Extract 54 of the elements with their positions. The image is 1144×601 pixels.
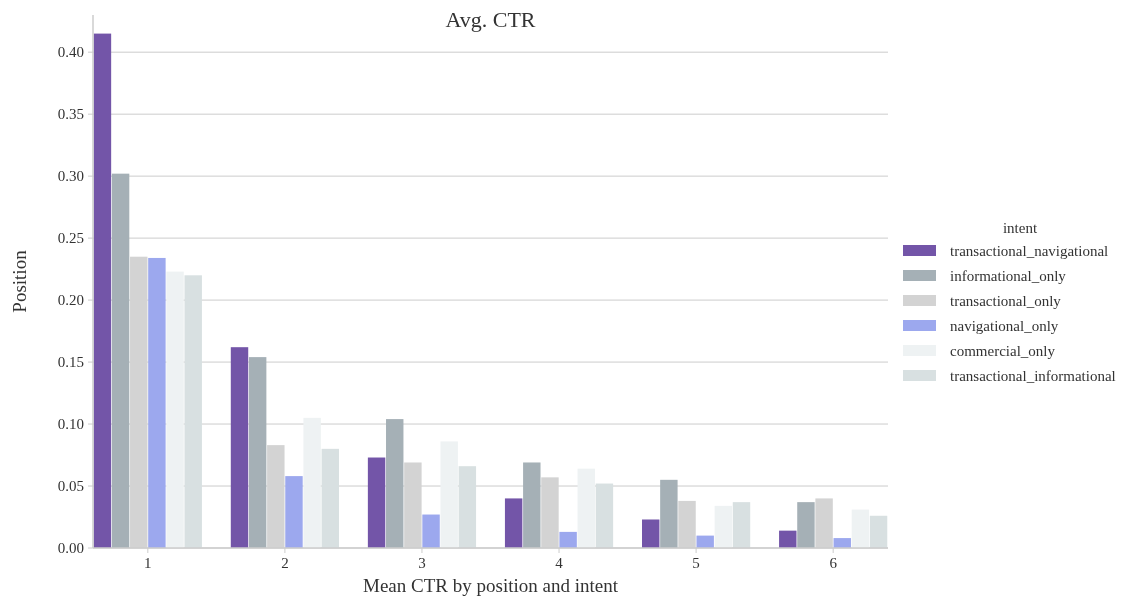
y-tick-label: 0.20 <box>57 292 84 309</box>
bar <box>248 357 267 548</box>
bar <box>642 519 660 548</box>
bar <box>714 505 733 548</box>
bar <box>422 514 440 548</box>
y-tick-label: 0.15 <box>57 354 84 371</box>
y-tick-label: 0.30 <box>57 168 84 185</box>
bar <box>595 483 614 548</box>
y-tick-label: 0.25 <box>57 230 84 247</box>
bar <box>285 476 303 548</box>
y-axis-title: Position <box>9 249 30 313</box>
x-tick-label: 1 <box>144 555 152 571</box>
bar <box>732 502 751 548</box>
y-tick-label: 0.10 <box>57 416 84 433</box>
bar <box>504 498 523 548</box>
bar <box>869 515 888 548</box>
y-tick-label: 0.40 <box>57 44 84 61</box>
bar <box>577 468 595 548</box>
bar <box>696 535 714 548</box>
x-tick-label: 4 <box>555 555 564 571</box>
bar <box>93 33 112 548</box>
legend-label: commercial_only <box>950 343 1056 360</box>
legend-label: navigational_only <box>950 318 1059 335</box>
bar <box>184 275 202 548</box>
bar <box>111 173 130 548</box>
bar <box>321 448 339 548</box>
bar <box>779 530 797 548</box>
bar <box>559 531 577 548</box>
bar <box>851 509 870 548</box>
bar <box>797 502 815 548</box>
bar <box>660 479 678 548</box>
x-tick-label: 3 <box>418 555 426 571</box>
bar <box>148 257 166 548</box>
y-tick-label: 0.35 <box>57 106 84 123</box>
x-tick-label: 2 <box>281 555 289 571</box>
y-tick-label: 0.05 <box>57 478 84 495</box>
legend-label: informational_only <box>950 268 1067 285</box>
x-tick-label: 6 <box>829 555 838 571</box>
legend-label: transactional_navigational <box>950 243 1109 260</box>
bar <box>367 457 386 548</box>
bar <box>386 419 404 548</box>
x-axis-title: Mean CTR by position and intent <box>363 575 619 596</box>
bar <box>523 462 541 548</box>
legend-title: intent <box>1002 220 1038 236</box>
legend-label: transactional_informational <box>950 368 1116 385</box>
bar <box>458 466 477 548</box>
legend-label: transactional_only <box>950 293 1062 310</box>
bar <box>166 271 184 548</box>
bar <box>440 441 458 548</box>
y-tick-label: 0.00 <box>57 540 84 557</box>
chart-title: Avg. CTR <box>445 7 536 32</box>
bar <box>230 347 249 548</box>
x-tick-label: 5 <box>692 555 700 571</box>
bar <box>303 417 321 548</box>
